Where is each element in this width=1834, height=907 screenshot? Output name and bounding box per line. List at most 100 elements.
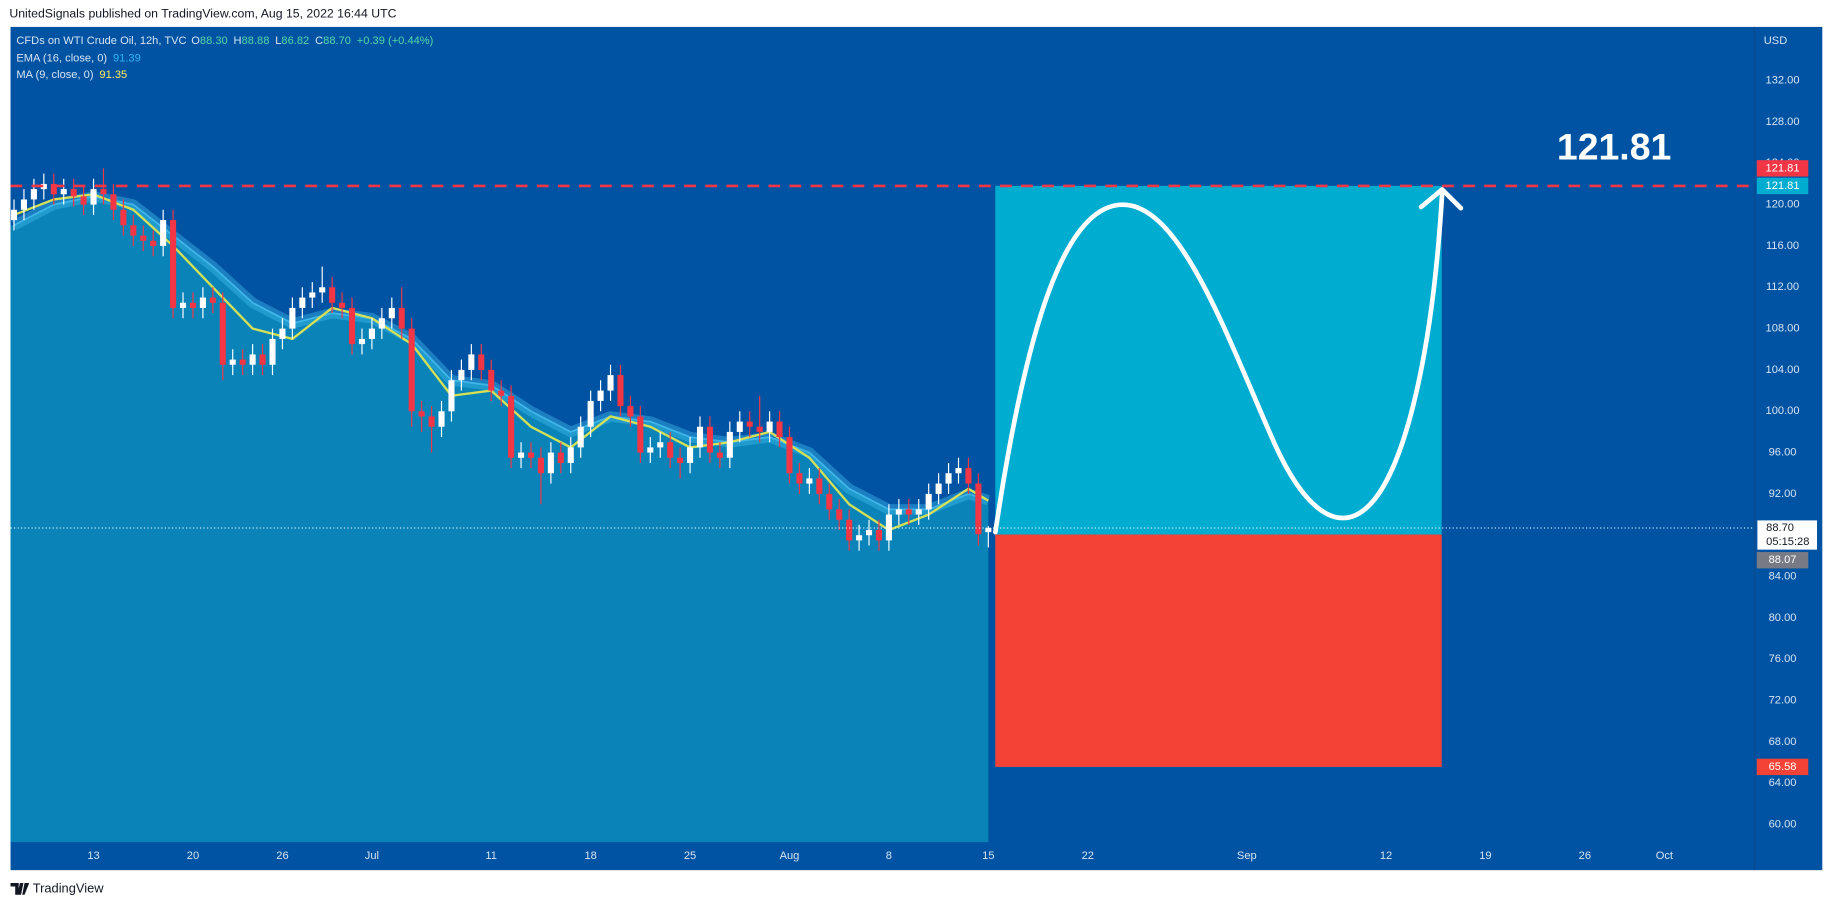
candle-body (60, 189, 67, 195)
candle-body (189, 302, 197, 308)
candle-body (518, 452, 525, 458)
candle-body (358, 338, 366, 345)
candle-body (905, 509, 912, 515)
legend-field-key: L (275, 35, 281, 47)
candle-body (309, 292, 316, 298)
candle-body (249, 354, 256, 365)
y-tick-label: 116.00 (1766, 240, 1799, 252)
candle-body (537, 457, 544, 474)
stop-price-label-box (1756, 758, 1809, 776)
candle-body (746, 421, 753, 427)
x-tick-label: 19 (1479, 850, 1491, 862)
entry-price-label-box (1756, 552, 1809, 569)
candle-body (438, 411, 445, 427)
target-annotation: 121.81 (1557, 126, 1671, 168)
x-tick-label: 26 (1579, 850, 1591, 862)
legend-indicator-line: EMA (16, close, 0) 91.39 (16, 52, 140, 64)
candle-body (856, 535, 863, 541)
legend-indicator-value: 91.35 (99, 69, 127, 81)
candle-body (269, 338, 276, 365)
x-tick-label: Jul (365, 850, 379, 862)
legend-indicator-value: 91.39 (113, 52, 141, 64)
footer-logo: TradingView (10, 880, 104, 895)
candle-body (736, 421, 743, 432)
candle-body (776, 421, 783, 438)
y-tick-label: 96.00 (1769, 447, 1797, 459)
x-tick-label: 25 (684, 850, 696, 862)
candle-body (647, 447, 654, 453)
logo-mark (22, 883, 30, 895)
legend-indicator-name: MA (9, close, 0) (16, 69, 93, 81)
x-tick-label: 11 (485, 850, 497, 862)
x-tick-label: 18 (584, 850, 596, 862)
legend-symbol: CFDs on WTI Crude Oil, 12h, TVC (16, 35, 186, 47)
candle-body (955, 468, 962, 474)
candle-body (468, 354, 475, 370)
y-tick-label: 120.00 (1766, 199, 1800, 211)
candle-body (816, 478, 823, 494)
candle-body (160, 220, 167, 246)
candle-body (895, 509, 902, 515)
candle-body (796, 473, 803, 484)
legend-indicator-name: EMA (16, close, 0) (16, 52, 107, 64)
last-price-label: 88.70 (1766, 522, 1794, 534)
candle-body (329, 287, 336, 303)
legend-symbol-line: CFDs on WTI Crude Oil, 12h, TVC O88.30 H88… (16, 35, 433, 47)
candle-body (915, 509, 922, 515)
y-tick-label: 104.00 (1766, 364, 1800, 376)
candle-body (179, 302, 187, 308)
candle-body (70, 189, 77, 197)
legend-field-value: 88.30 (200, 35, 228, 47)
candle-body (229, 359, 236, 365)
candle-body (498, 390, 505, 396)
candle-body (40, 183, 47, 190)
candle-body (398, 307, 405, 329)
candle-body (428, 416, 435, 427)
legend-field-value: 88.70 (323, 35, 351, 47)
candle-body (875, 530, 883, 541)
x-tick-label: 8 (886, 850, 892, 862)
target-price-label: 121.81 (1766, 180, 1800, 192)
candle-body (110, 194, 117, 210)
candle-body (279, 328, 286, 339)
y-tick-label: 76.00 (1769, 653, 1797, 665)
candle-body (339, 302, 346, 308)
legend-field-key: H (234, 35, 242, 47)
candle-body (378, 318, 385, 329)
legend-field-value: 88.88 (242, 35, 270, 47)
x-tick-label: 22 (1082, 850, 1094, 862)
candle-body (10, 209, 18, 221)
candle-body (567, 447, 574, 463)
candle-body (348, 307, 356, 345)
candle-body (120, 209, 127, 226)
candle-body (199, 297, 206, 308)
hline-price-label-box (1756, 160, 1809, 177)
candle-body (826, 493, 833, 510)
loss-zone (995, 534, 1442, 767)
candle-body (448, 380, 455, 412)
candle-body (90, 189, 97, 205)
candle-body (637, 416, 644, 453)
candle-body (508, 395, 515, 458)
candle-body (716, 452, 723, 458)
candle-body (935, 483, 942, 494)
candle-body (20, 199, 27, 210)
y-tick-label: 60.00 (1769, 818, 1797, 830)
currency-label: USD (1764, 35, 1787, 47)
x-tick-label: 15 (982, 850, 994, 862)
candle-body (726, 431, 733, 458)
last-price-box (1756, 519, 1819, 551)
entry-price-label: 88.07 (1769, 554, 1797, 566)
candle-body (388, 307, 395, 319)
countdown-label: 05:15:28 (1766, 536, 1809, 548)
candle-body (408, 328, 415, 412)
candle-body (687, 447, 694, 463)
y-tick-label: 80.00 (1769, 612, 1797, 624)
candle-body (299, 297, 306, 308)
candle-body (766, 421, 773, 432)
projection-curve (993, 190, 1445, 535)
candle-body (706, 426, 713, 453)
y-tick-label: 64.00 (1769, 777, 1797, 789)
candle-body (418, 411, 425, 417)
